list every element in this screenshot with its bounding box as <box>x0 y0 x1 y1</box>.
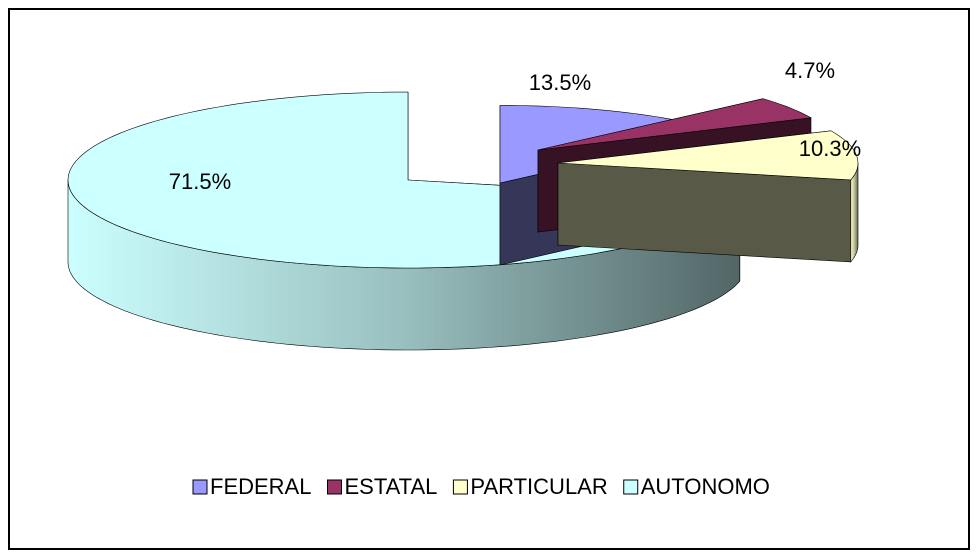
legend-swatch <box>192 479 208 495</box>
data-label: 10.3% <box>799 136 861 161</box>
data-label: 4.7% <box>785 58 835 83</box>
data-label: 71.5% <box>169 169 231 194</box>
legend-label: ESTATAL <box>344 474 437 499</box>
slice <box>557 130 859 181</box>
legend-swatch <box>452 479 468 495</box>
legend-label: PARTICULAR <box>470 474 607 499</box>
legend-label: AUTONOMO <box>641 474 770 499</box>
slice-side <box>557 162 852 263</box>
legend-swatch <box>623 479 639 495</box>
legend-swatch <box>326 479 342 495</box>
data-label: 13.5% <box>529 70 591 95</box>
slice <box>537 98 812 151</box>
legend-label: FEDERAL <box>210 474 311 499</box>
